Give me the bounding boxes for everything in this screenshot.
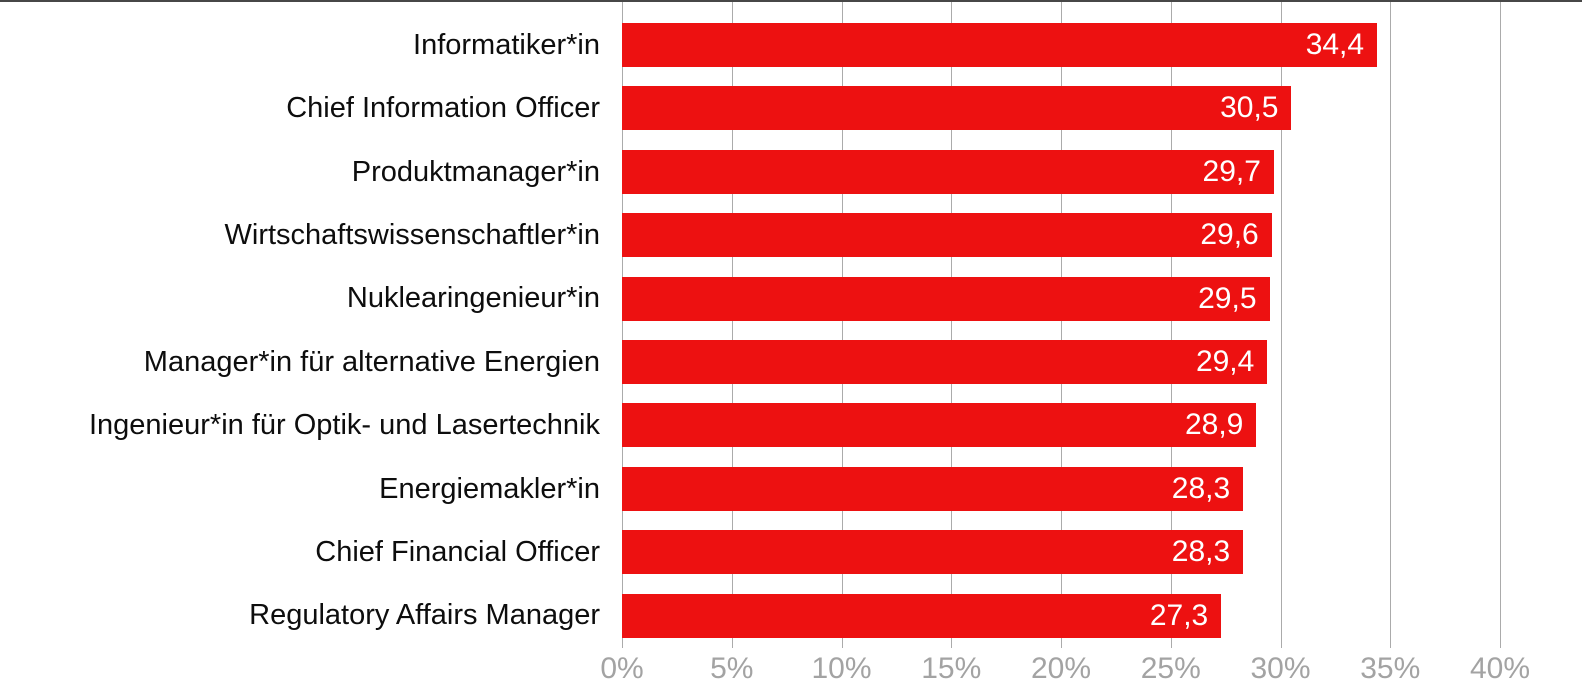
- bar-value-label: 29,4: [1195, 345, 1255, 378]
- bar-value-label: 28,3: [1171, 535, 1231, 569]
- bar-value-label: 34,4: [1305, 28, 1365, 61]
- bar: 27,3: [622, 593, 1222, 638]
- bar-value-label: 30,5: [1220, 91, 1279, 125]
- category-label: Produktmanager*in: [351, 155, 600, 188]
- x-tick-label: 15%: [921, 652, 982, 685]
- category-label: Energiemakler*in: [379, 472, 600, 505]
- category-label: Manager*in für alternative Energien: [143, 345, 600, 378]
- x-tick-label: 10%: [811, 652, 872, 685]
- x-tick-label: 30%: [1250, 652, 1311, 685]
- category-label: Ingenieur*in für Optik- und Lasertechnik: [88, 409, 600, 442]
- x-tick-label: 5%: [710, 652, 754, 685]
- bar-value-label: 28,9: [1184, 408, 1244, 442]
- gridline: [1500, 2, 1501, 648]
- bar: 34,4: [622, 23, 1378, 67]
- bar-value-label: 29,6: [1200, 218, 1259, 252]
- x-tick-label: 0%: [600, 652, 644, 685]
- gridline: [1170, 2, 1172, 648]
- category-label: Nuklearingenieur*in: [346, 282, 600, 315]
- x-tick-label: 35%: [1360, 652, 1421, 685]
- category-label: Chief Financial Officer: [315, 535, 600, 568]
- bar: 29,6: [622, 213, 1272, 258]
- bar: 29,5: [622, 276, 1270, 321]
- gridline: [731, 2, 733, 648]
- category-label: Regulatory Affairs Manager: [249, 599, 600, 632]
- gridline: [951, 2, 953, 648]
- bar-value-label: 27,3: [1149, 598, 1209, 632]
- bar: 28,9: [622, 403, 1257, 448]
- bar-value-label: 29,5: [1198, 281, 1257, 315]
- bar: 29,4: [622, 340, 1268, 384]
- bar: 30,5: [622, 86, 1292, 131]
- category-label: Informatiker*in: [413, 28, 600, 61]
- bar: 28,3: [622, 530, 1244, 575]
- gridline: [1280, 2, 1282, 648]
- x-tick-label: 25%: [1140, 652, 1201, 685]
- bar-value-label: 28,3: [1171, 471, 1231, 505]
- top-rule: [0, 0, 1582, 2]
- bar: 29,7: [622, 149, 1274, 194]
- category-label: Wirtschaftswissenschaftler*in: [224, 218, 601, 251]
- bar: 28,3: [622, 466, 1244, 511]
- bar-value-label: 29,7: [1202, 154, 1261, 188]
- gridline: [622, 2, 623, 648]
- gridline: [841, 2, 843, 648]
- x-tick-label: 40%: [1469, 652, 1531, 685]
- category-label: Chief Information Officer: [286, 92, 600, 125]
- gridline: [1061, 2, 1062, 648]
- x-tick-label: 20%: [1030, 652, 1092, 685]
- gridline: [1390, 2, 1392, 648]
